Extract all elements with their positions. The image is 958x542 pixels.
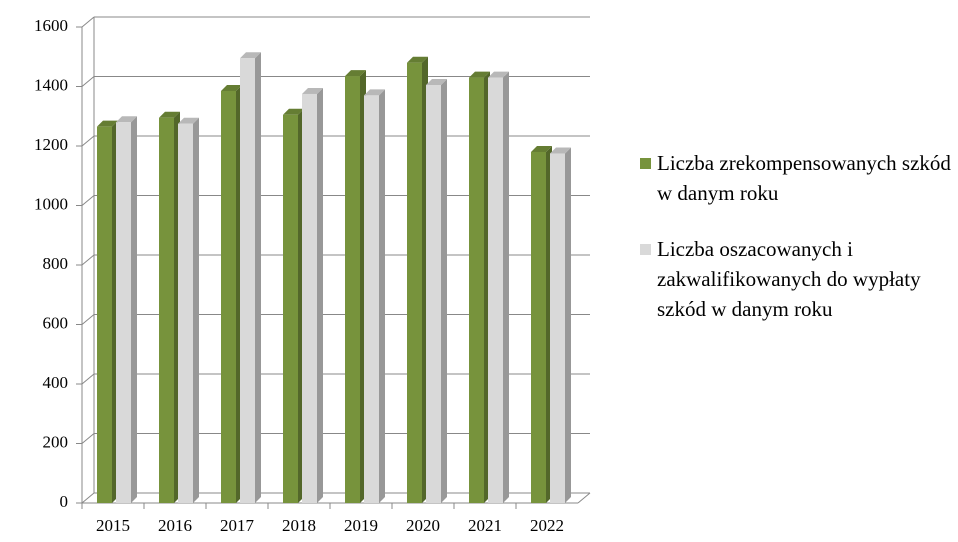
axis	[577, 492, 591, 504]
grid-line	[81, 16, 95, 28]
y-tick-label: 400	[43, 373, 69, 392]
x-tick-label: 2016	[158, 516, 192, 535]
legend-swatch	[640, 244, 651, 255]
y-tick-label: 1000	[34, 194, 68, 213]
bar-side	[441, 79, 447, 503]
legend-entry: Liczba oszacowanych i zakwalifikowanych …	[640, 234, 955, 324]
bar-top	[302, 87, 323, 94]
x-tick-label: 2018	[282, 516, 316, 535]
bar	[178, 123, 193, 503]
bar-top	[550, 147, 571, 154]
grid-line	[81, 433, 95, 444]
bar-side	[193, 117, 199, 503]
bar	[302, 93, 317, 503]
y-tick-label: 1200	[34, 135, 68, 154]
grid-line	[81, 492, 95, 504]
y-tick-label: 1600	[34, 16, 68, 35]
bar	[550, 153, 565, 503]
bar	[97, 126, 112, 503]
legend-entry: Liczba zrekompensowanych szkód w danym r…	[640, 148, 955, 208]
bar-top	[364, 89, 385, 96]
bar-side	[565, 147, 571, 503]
bar-top	[407, 56, 428, 63]
bar	[488, 77, 503, 503]
bar	[240, 58, 255, 504]
legend-label: Liczba zrekompensowanych szkód w danym r…	[657, 151, 951, 205]
grid-line	[81, 254, 95, 266]
bar	[407, 62, 422, 503]
bar-top	[426, 79, 447, 86]
bar-side	[503, 71, 509, 503]
bar-side	[317, 87, 323, 503]
bar	[345, 76, 360, 504]
bar-top	[345, 70, 366, 77]
bar-side	[131, 116, 137, 503]
bar	[159, 117, 174, 504]
bar	[364, 95, 379, 504]
bar	[469, 77, 484, 503]
grid-line	[81, 314, 95, 325]
bar	[221, 90, 236, 504]
bar-side	[255, 52, 261, 504]
x-tick-label: 2015	[96, 516, 130, 535]
x-tick-label: 2022	[530, 516, 564, 535]
bar-top	[221, 84, 242, 91]
bar-top	[97, 120, 118, 127]
bar-top	[531, 145, 552, 152]
legend-label: Liczba oszacowanych i zakwalifikowanych …	[657, 237, 921, 321]
legend: Liczba zrekompensowanych szkód w danym r…	[640, 148, 955, 350]
bar-top	[159, 111, 180, 118]
legend-swatch	[640, 158, 651, 169]
y-tick-label: 800	[43, 254, 69, 273]
x-tick-label: 2019	[344, 516, 378, 535]
x-tick-label: 2017	[220, 516, 255, 535]
bar	[116, 122, 131, 503]
grid-line	[81, 76, 95, 87]
bar	[426, 85, 441, 503]
x-tick-label: 2020	[406, 516, 440, 535]
bar-top	[469, 71, 490, 78]
y-tick-label: 200	[43, 432, 69, 451]
bar-top	[178, 117, 199, 124]
y-tick-label: 1400	[34, 75, 68, 94]
x-tick-label: 2021	[468, 516, 502, 535]
bar-side	[379, 89, 385, 504]
bar-top	[240, 52, 261, 59]
bar	[531, 151, 546, 503]
bar-top	[116, 116, 137, 123]
bar	[283, 114, 298, 503]
bar-top	[488, 71, 509, 78]
grid-line	[81, 195, 95, 206]
grid-line	[81, 373, 95, 385]
y-tick-label: 600	[43, 313, 69, 332]
y-tick-label: 0	[60, 492, 69, 511]
grid-line	[81, 135, 95, 147]
bar-top	[283, 108, 304, 115]
